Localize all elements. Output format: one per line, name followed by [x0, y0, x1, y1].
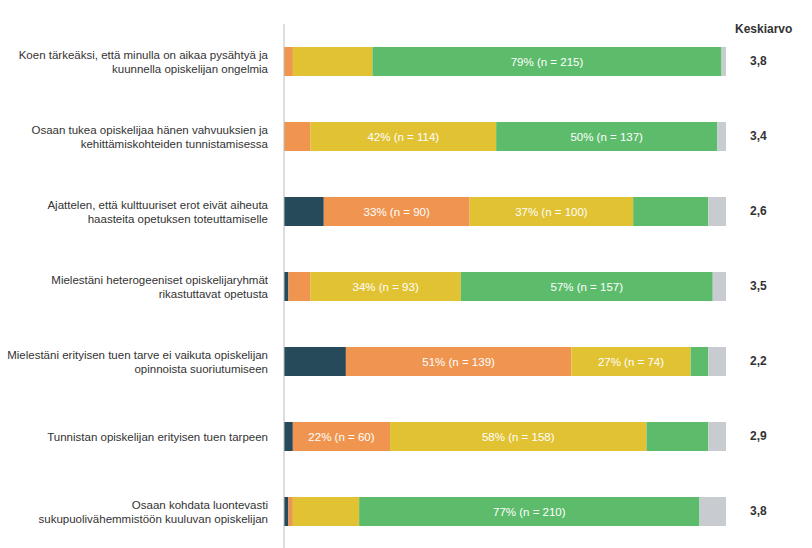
bar-segment: [722, 47, 726, 76]
bar-segment: [284, 497, 288, 526]
data-label: 27% (n = 74): [598, 356, 664, 368]
bar-segment: [496, 122, 717, 151]
bar-segment: [646, 422, 708, 451]
bar-segment: [708, 347, 726, 376]
bar-segment: [284, 122, 311, 151]
data-label: 58% (n = 158): [482, 431, 555, 443]
data-label: 42% (n = 114): [367, 131, 439, 143]
bar-segment: [346, 347, 571, 376]
mean-value: 3,5: [750, 279, 767, 293]
data-label: 57% (n = 157): [550, 281, 623, 293]
bars: [284, 47, 726, 526]
data-label: 77% (n = 210): [493, 506, 566, 518]
bar-segment: [284, 347, 346, 376]
category-label: Mielestäni erityisen tuen tarve ei vaiku…: [6, 348, 268, 376]
data-label: 33% (n = 90): [364, 206, 430, 218]
bar-segment: [461, 272, 713, 301]
bar-segment: [284, 422, 293, 451]
data-label: 37% (n = 100): [515, 206, 588, 218]
bar-segment: [293, 422, 390, 451]
axis-line: [284, 24, 285, 548]
bar-segment: [324, 197, 470, 226]
bar-segment: [691, 347, 709, 376]
bar-segment: [288, 497, 292, 526]
bar-segment: [311, 272, 461, 301]
data-label: 34% (n = 93): [353, 281, 419, 293]
mean-value: 2,6: [750, 204, 767, 218]
category-label: Koen tärkeäksi, että minulla on aikaa py…: [6, 48, 268, 76]
mean-value: 3,8: [750, 504, 767, 518]
bar-segment: [699, 497, 726, 526]
category-label: Osaan kohdata luontevasti sukupuolivähem…: [6, 498, 268, 526]
bar-segment: [470, 197, 634, 226]
data-label: 79% (n = 215): [511, 56, 584, 68]
bar-segment: [284, 47, 293, 76]
bar-segment: [372, 47, 721, 76]
bar-segment: [571, 347, 690, 376]
data-label: 51% (n = 139): [422, 356, 495, 368]
bar-segment: [359, 497, 699, 526]
data-label: 50% (n = 137): [570, 131, 643, 143]
category-label: Tunnistan opiskelijan erityisen tuen tar…: [6, 430, 268, 444]
bar-segment: [713, 272, 726, 301]
mean-value: 2,2: [750, 354, 767, 368]
bar-segment: [708, 422, 726, 451]
bar-segment: [390, 422, 646, 451]
bar-segment: [293, 497, 359, 526]
category-label: Mielestäni heterogeeniset opiskelijaryhm…: [6, 273, 268, 301]
bar-segment: [293, 47, 373, 76]
bar-segment: [633, 197, 708, 226]
bar-segment: [284, 272, 288, 301]
bar-segment: [284, 197, 324, 226]
mean-value: 3,8: [750, 54, 767, 68]
category-label: Ajattelen, että kulttuuriset erot eivät …: [6, 198, 268, 226]
data-labels: 79% (n = 215) 42% (n = 114) 50% (n = 137) 3…: [308, 56, 664, 518]
bar-segment: [717, 122, 726, 151]
data-label: 22% (n = 60): [308, 431, 374, 443]
category-label: Osaan tukea opiskelijaa hänen vahvuuksie…: [6, 123, 268, 151]
mean-value: 3,4: [750, 129, 767, 143]
column-header: Keskiarvo: [735, 22, 792, 36]
bar-segment: [708, 197, 726, 226]
bar-segment: [311, 122, 497, 151]
mean-value: 2,9: [750, 429, 767, 443]
bar-segment: [288, 272, 310, 301]
